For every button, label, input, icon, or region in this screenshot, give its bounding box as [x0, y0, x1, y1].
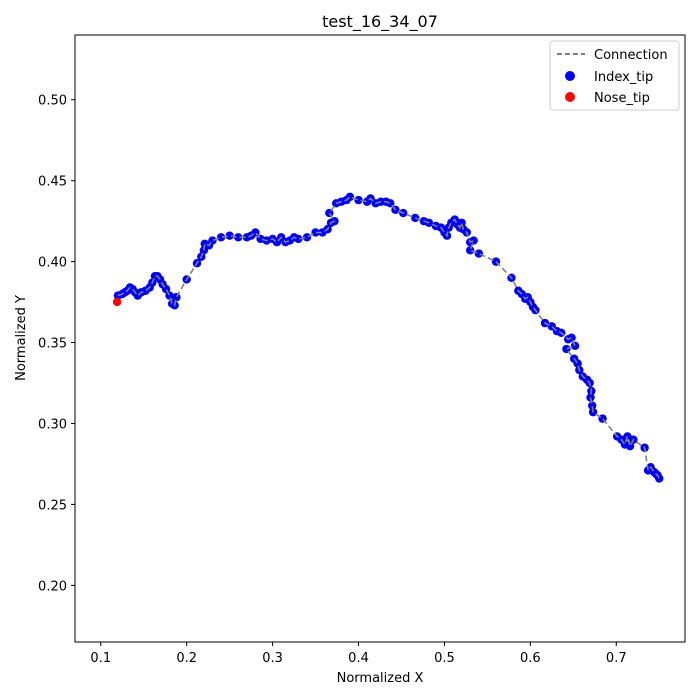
plot-frame: [74, 34, 686, 643]
x-tick-label: 0.7: [606, 651, 627, 666]
legend-index-tip-label: Index_tip: [594, 70, 653, 85]
index-tip-point: [457, 218, 466, 227]
series-layer: [112, 192, 664, 483]
nose-tip-point: [112, 297, 122, 307]
index-tip-point: [216, 233, 226, 242]
index-tip-point: [567, 333, 576, 342]
index-tip-point: [225, 231, 234, 240]
x-tick-label: 0.6: [520, 651, 541, 666]
y-tick-label: 0.40: [38, 256, 67, 271]
connection-line: [117, 195, 660, 479]
plot-area: [75, 35, 685, 642]
index-tip-point: [655, 474, 664, 483]
y-tick-label: 0.30: [38, 417, 67, 432]
legend-nose-tip-label: Nose_tip: [594, 91, 650, 106]
legend: Connection Index_tip Nose_tip: [549, 40, 680, 111]
x-tick-label: 0.3: [262, 651, 283, 666]
index-tip-point: [294, 234, 303, 244]
x-tick-label: 0.5: [434, 651, 455, 666]
y-tick-label: 0.35: [38, 337, 67, 352]
y-tick-label: 0.50: [38, 94, 67, 109]
index-tip-point: [469, 236, 478, 245]
y-tick-label: 0.25: [38, 498, 67, 513]
index-tip-point: [466, 246, 475, 255]
legend-nose-tip-swatch: [565, 92, 575, 102]
index-tip-point: [570, 341, 580, 350]
index-tip-point: [625, 441, 635, 451]
x-tick-label: 0.2: [176, 651, 197, 666]
index-tip-point: [234, 233, 243, 242]
y-axis-ticks: 0.20 0.25 0.30 0.35 0.40 0.45 0.50: [38, 94, 75, 594]
index-tip-point: [354, 195, 363, 205]
index-tip-point: [588, 401, 597, 410]
index-tip-point: [474, 249, 484, 258]
x-tick-label: 0.1: [90, 651, 111, 666]
x-axis-label: Normalized X: [337, 671, 424, 686]
legend-connection-label: Connection: [594, 48, 668, 63]
y-axis-label: Normalized Y: [14, 295, 29, 381]
chart-title: test_16_34_07: [322, 12, 438, 32]
y-tick-label: 0.20: [38, 579, 67, 594]
legend-index-tip-swatch: [565, 71, 575, 81]
y-tick-label: 0.45: [38, 175, 67, 190]
x-axis-ticks: 0.1 0.2 0.3 0.4 0.5 0.6 0.7: [90, 642, 627, 666]
x-tick-label: 0.4: [348, 651, 369, 666]
index-tip-point: [165, 291, 174, 300]
legend-box: [549, 40, 680, 111]
